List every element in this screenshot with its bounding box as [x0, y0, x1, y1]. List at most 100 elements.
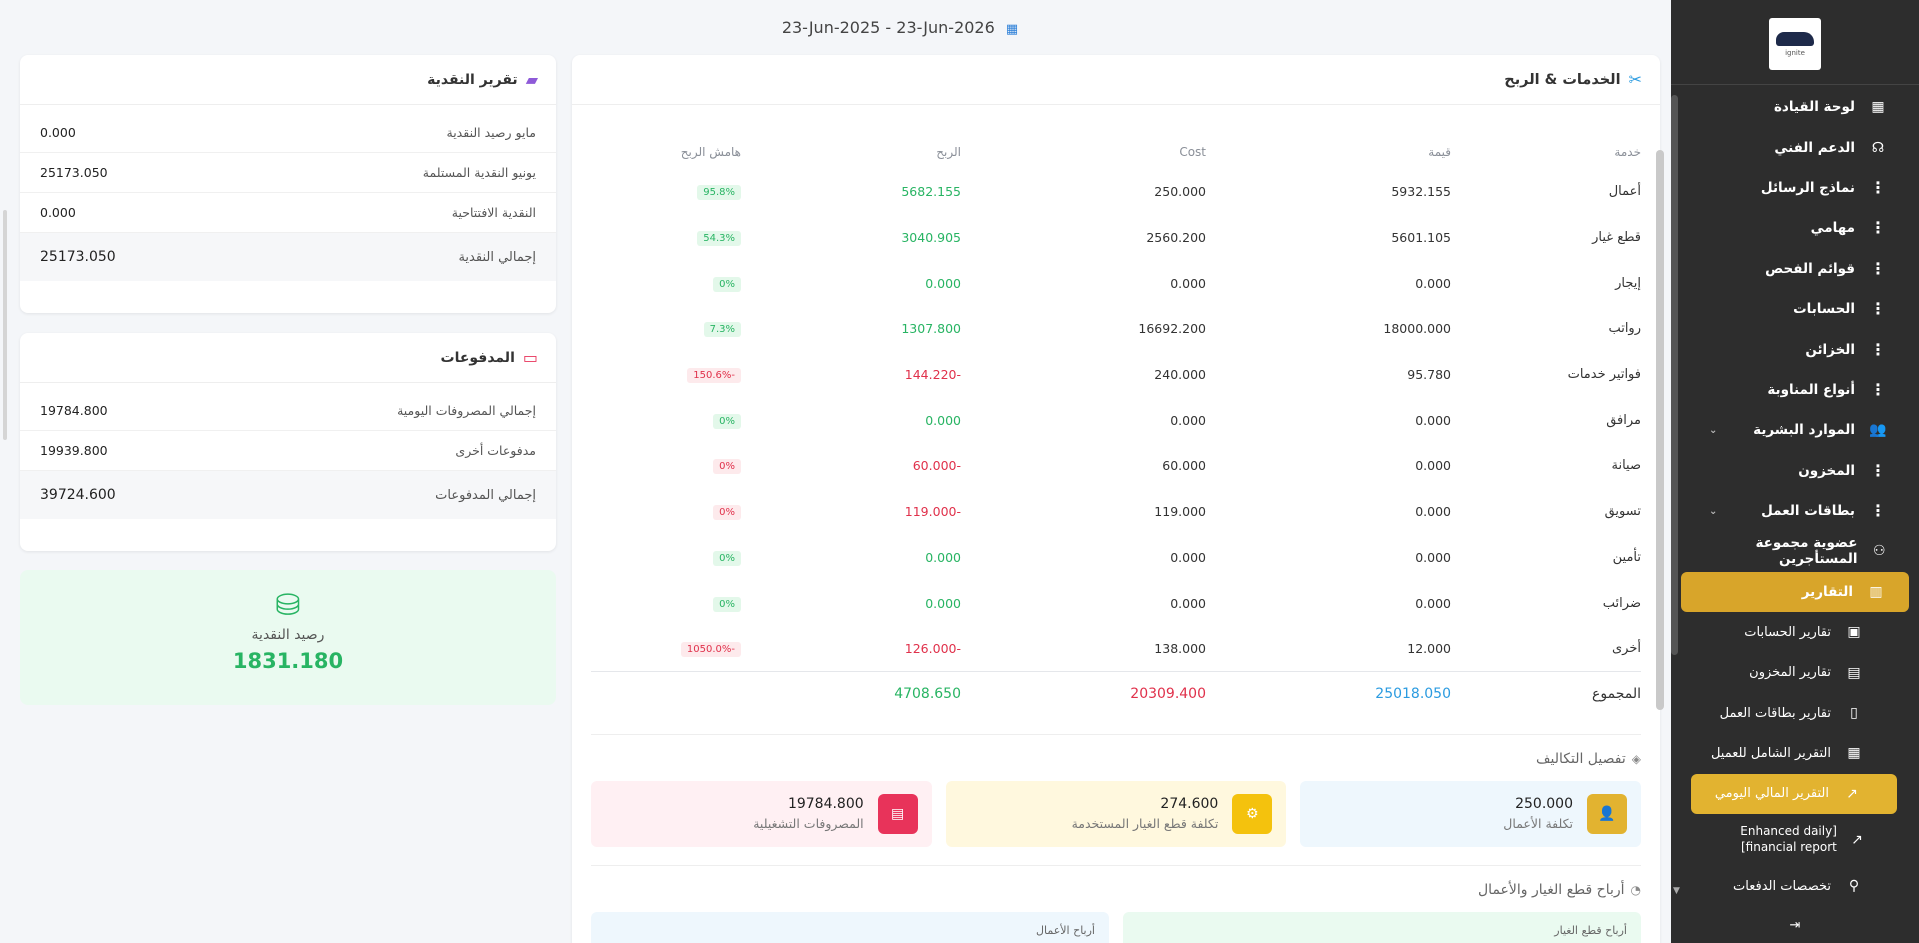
user-dollar-icon: ⚲: [1848, 878, 1860, 895]
service-name: أخرى: [1612, 640, 1641, 656]
table-row: صيانة 0.000 60.000 -60.000 0%: [591, 443, 1641, 489]
logout-icon[interactable]: ⇥: [1789, 918, 1801, 933]
margin-badge: 0%: [713, 505, 741, 521]
service-name: ضرائب: [1602, 595, 1641, 611]
service-margin: 54.3%: [591, 215, 741, 261]
service-value: 18000.000: [1383, 321, 1451, 337]
service-profit: -126.000: [904, 640, 961, 656]
file-icon: ▯: [1850, 705, 1858, 722]
service-cost: 0.000: [1170, 412, 1206, 428]
sidebar-item-enhanced-daily[interactable]: ↗ [Enhanced daily financial report]: [1679, 814, 1911, 866]
table-row: تسويق 0.000 119.000 -119.000 0%: [591, 489, 1641, 535]
sidebar-item-accounts[interactable]: ⋮ الحسابات: [1679, 289, 1911, 329]
service-value: 0.000: [1415, 549, 1451, 565]
col-value: قيمة: [1428, 145, 1451, 159]
money-icon: ▣: [1847, 624, 1861, 641]
dots-icon: ⋮: [1870, 299, 1886, 319]
service-cost: 119.000: [1154, 504, 1206, 520]
sidebar-item-customer-report[interactable]: ▦ التقرير الشامل للعميل: [1679, 733, 1911, 773]
sidebar-item-shift-types[interactable]: ⋮ أنواع المناوبة: [1679, 370, 1911, 410]
margin-badge: 0%: [713, 276, 741, 292]
sidebar-item-checklists[interactable]: ⋮ قوائم الفحص: [1679, 249, 1911, 289]
sidebar-item-inventory[interactable]: ⋮ المخزون: [1679, 451, 1911, 491]
cost-details-header: ◈ تفصيل التكاليف: [1536, 750, 1641, 767]
parts-cost-value: 274.600: [1160, 796, 1219, 813]
operating-expenses-value: 19784.800: [787, 796, 864, 813]
section-divider: [591, 733, 1641, 735]
sidebar-item-job-card-reports[interactable]: ▯ تقارير بطاقات العمل: [1679, 693, 1911, 733]
cash-balance-label: رصيد النقدية: [251, 627, 325, 643]
margin-badge: 54.3%: [697, 231, 741, 247]
total-label: المجموع: [1451, 671, 1641, 716]
company-logo[interactable]: ignite: [1769, 18, 1821, 70]
service-profit: -60.000: [912, 458, 961, 474]
service-name: تسويق: [1604, 504, 1641, 520]
page-scrollbar[interactable]: [3, 210, 7, 440]
sidebar-item-dashboard[interactable]: ▦ لوحة القيادة: [1679, 87, 1911, 127]
sidebar-scrollbar[interactable]: [1671, 95, 1678, 655]
dots-icon: ⋮: [1870, 258, 1886, 278]
profits-header: ◔ أرباح قطع الغيار والأعمال: [1478, 881, 1641, 898]
sidebar-item-daily-financial[interactable]: ↗ التقرير المالي اليومي: [1691, 773, 1897, 815]
service-value: 12.000: [1407, 640, 1451, 656]
list-item: يونيو النقدية المستلمة 25173.050: [20, 153, 556, 193]
service-margin: -1050.0%: [591, 626, 741, 672]
margin-badge: 0%: [713, 596, 741, 612]
sidebar-item-reports[interactable]: ▥ التقارير: [1681, 571, 1909, 613]
labor-cost-label: تكلفة الأعمال: [1503, 816, 1573, 832]
list-item: النقدية الافتتاحية 0.000: [20, 193, 556, 233]
users-icon: 👥: [1869, 422, 1887, 439]
chevron-down-icon: ⌄: [1709, 505, 1718, 517]
wallet-icon: ▰: [525, 70, 538, 89]
service-cost: 0.000: [1170, 549, 1206, 565]
margin-badge: 0%: [713, 550, 741, 566]
table-row: فواتير خدمات 95.780 240.000 -144.220 -150.6%: [591, 352, 1641, 398]
service-profit: 0.000: [925, 595, 961, 611]
sidebar-divider: [1671, 84, 1919, 85]
table-row: أعمال 5932.155 250.000 5682.155 95.8%: [591, 169, 1641, 215]
service-profit: 0.000: [925, 412, 961, 428]
tools-icon: ✂: [1628, 70, 1642, 89]
network-icon: ⚇: [1872, 543, 1886, 560]
cost-details-row: 👤 250.000 تكلفة الأعمال ⚙ 274.600 تكلفة …: [590, 780, 1641, 847]
main-scrollbar[interactable]: [1656, 150, 1664, 710]
sidebar-item-payment-allocations[interactable]: ⚲ تخصصات الدفعات: [1679, 866, 1911, 906]
margin-badge: 95.8%: [697, 185, 741, 201]
margin-badge: 0%: [713, 413, 741, 429]
total-margin: [591, 671, 741, 716]
dots-icon: ⋮: [1870, 501, 1886, 521]
payments-card: ▭ المدفوعات إجمالي المصروفات اليومية 1978…: [20, 333, 556, 551]
sidebar-item-tenant-group[interactable]: ⚇ عضوية مجموعة المستأجرين: [1679, 531, 1911, 571]
sidebar-item-account-reports[interactable]: ▣ تقارير الحسابات: [1679, 612, 1911, 652]
operating-expenses-label: المصروفات التشغيلية: [753, 816, 864, 832]
parts-cost-box: ⚙ 274.600 تكلفة قطع الغيار المستخدمة: [945, 780, 1287, 847]
service-profit: 3040.905: [901, 230, 961, 246]
sidebar-item-hr[interactable]: 👥 الموارد البشرية ⌄: [1679, 410, 1911, 450]
car-logo-icon: [1776, 31, 1814, 46]
payments-header: ▭ المدفوعات: [20, 333, 556, 383]
service-name: قطع غيار: [1592, 230, 1641, 246]
profits-row: أرباح قطع الغيار أرباح الأعمال: [591, 911, 1641, 943]
service-cost: 0.000: [1170, 275, 1206, 291]
sidebar-item-job-cards[interactable]: ⋮ بطاقات العمل ⌄: [1679, 491, 1911, 531]
col-service: خدمة: [1614, 145, 1641, 159]
service-margin: 0%: [591, 489, 741, 535]
labor-profit-box: أرباح الأعمال: [591, 911, 1109, 943]
scroll-down-icon[interactable]: ▼: [1673, 886, 1680, 896]
sidebar-item-my-tasks[interactable]: ⋮ مهامي: [1679, 208, 1911, 248]
sidebar-item-treasuries[interactable]: ⋮ الخزائن: [1679, 329, 1911, 369]
dashboard-icon: ▦: [1871, 99, 1885, 116]
services-title: الخدمات & الربح: [1504, 71, 1621, 88]
logo-text: ignite: [1785, 48, 1805, 57]
services-table: خدمة قيمة Cost الربح هامش الربح أعمال 593…: [591, 135, 1641, 716]
sidebar-item-support[interactable]: ☊ الدعم الفني: [1679, 127, 1911, 167]
sidebar-item-inventory-reports[interactable]: ▤ تقارير المخزون: [1679, 652, 1911, 692]
dots-icon: ⋮: [1870, 460, 1886, 480]
service-margin: 0%: [591, 580, 741, 626]
date-range-picker[interactable]: 23-Jun-2025 - 23-Jun-2026 ▦: [700, 18, 1100, 37]
service-name: رواتب: [1608, 321, 1641, 337]
list-item: مدفوعات أخرى 19939.800: [20, 431, 556, 471]
service-cost: 240.000: [1154, 367, 1206, 383]
sidebar-item-message-templates[interactable]: ⋮ نماذج الرسائل: [1679, 168, 1911, 208]
total-cost: 20309.400: [961, 671, 1206, 716]
